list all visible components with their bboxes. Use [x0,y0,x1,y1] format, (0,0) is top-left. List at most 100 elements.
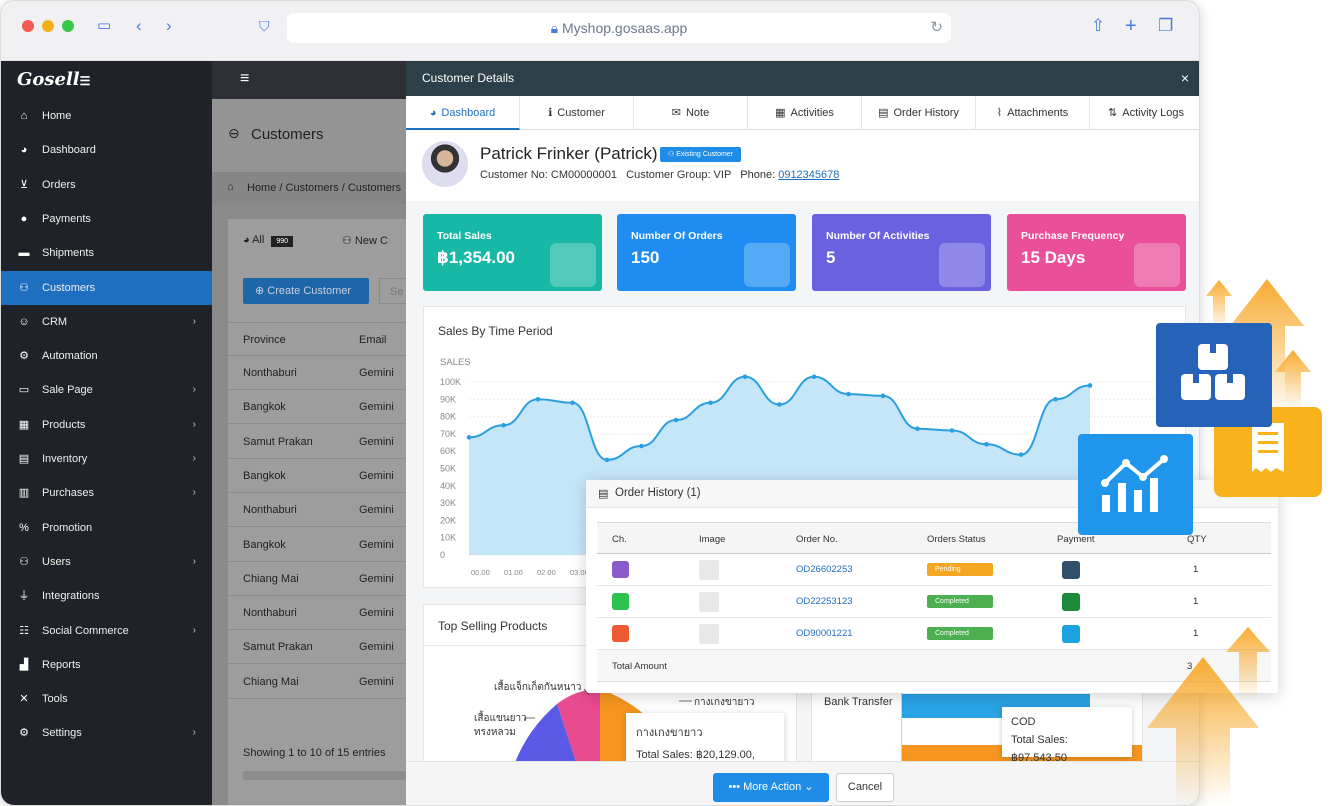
data-point[interactable] [570,400,575,406]
table-row[interactable]: Samut Prakan Gemini [228,630,406,665]
reload-icon[interactable]: ↻ [930,19,943,36]
tabs-overview-icon[interactable]: ❐ [1158,16,1174,35]
table-row[interactable]: Nonthaburi Gemini [228,493,406,528]
close-window-dot[interactable] [22,20,34,32]
order-row[interactable]: OD26602253 Pending 1 [597,554,1271,586]
data-point[interactable] [742,374,748,380]
table-row[interactable]: Chiang Mai Gemini [228,665,406,699]
data-point[interactable] [466,435,472,440]
order-column-header[interactable]: QTY [1187,534,1207,545]
search-input[interactable]: Se [379,278,409,304]
sidebar-item-shipments[interactable]: ▬ Shipments [1,236,212,270]
sidebar-item-crm[interactable]: ☺ CRM › [1,305,212,339]
order-number-link[interactable]: OD22253123 [796,596,853,607]
sidebar-item-promotion[interactable]: % Promotion [1,511,212,545]
tab-order-history[interactable]: ▤ Order History [862,96,976,130]
filter-all-tab[interactable]: ◕ All 990 [243,234,294,247]
stat-card-purchase-frequency[interactable]: Purchase Frequency 15 Days [1007,214,1186,291]
order-row[interactable]: OD22253123 Completed 1 [597,586,1271,618]
create-customer-button[interactable]: ⊕ Create Customer [243,278,369,304]
order-number-link[interactable]: OD90001221 [796,628,853,639]
data-point[interactable] [811,374,817,380]
cancel-button[interactable]: Cancel [836,773,894,802]
table-row[interactable]: Bangkok Gemini [228,528,406,562]
sidebar-item-orders[interactable]: ⊻ Orders [1,168,212,202]
data-point[interactable] [708,400,713,406]
tab-attachments[interactable]: ⌇ Attachments [976,96,1090,130]
hamburger-icon[interactable]: ≡ [240,70,250,87]
sidebar-item-tools[interactable]: ✕ Tools [1,682,212,716]
order-column-header[interactable]: Ch. [612,534,627,545]
data-point[interactable] [1087,383,1093,388]
sidebar-item-inventory[interactable]: ▤ Inventory › [1,442,212,476]
tab-customer[interactable]: ℹ Customer [520,96,634,130]
order-number-link[interactable]: OD26602253 [796,564,853,575]
sidebar-item-social-commerce[interactable]: ☷ Social Commerce › [1,614,212,648]
more-action-button[interactable]: ••• More Action ⌄ [713,773,829,802]
order-column-header[interactable]: Payment [1057,534,1095,545]
data-point[interactable] [1018,452,1024,457]
column-email[interactable]: Email [359,334,387,346]
order-column-header[interactable]: Order No. [796,534,838,545]
data-point[interactable] [777,402,782,407]
table-row[interactable]: Bangkok Gemini [228,459,406,493]
back-arrow-icon[interactable]: ⊖ [228,125,240,141]
data-point[interactable] [984,441,989,447]
forward-icon[interactable]: › [166,16,172,35]
home-icon[interactable]: ⌂ [227,181,234,193]
order-column-header[interactable]: Image [699,534,726,545]
tab-dashboard[interactable]: ◕ Dashboard [406,96,520,130]
stat-card-total-sales[interactable]: Total Sales ฿1,354.00 [423,214,602,291]
data-point[interactable] [1053,397,1058,402]
sidebar-item-home[interactable]: ⌂ Home [1,99,212,133]
filter-new-tab[interactable]: ⚇ New C [342,235,388,247]
stat-card-number-of-activities[interactable]: Number Of Activities 5 [812,214,991,291]
gosell-logo[interactable]: Gosell☰ [17,69,91,90]
data-point[interactable] [846,391,851,397]
sidebar-item-integrations[interactable]: ⏚ Integrations [1,579,212,613]
sidebar-item-customers[interactable]: ⚇ Customers [1,270,212,305]
table-row[interactable]: Chiang Mai Gemini [228,562,406,596]
phone-link[interactable]: 0912345678 [778,169,840,181]
data-point[interactable] [535,397,541,402]
column-province[interactable]: Province [243,334,286,346]
address-bar[interactable]: 🔒︎ Myshop.gosaas.app ↻ [287,13,951,43]
data-point[interactable] [915,426,920,432]
table-row[interactable]: Samut Prakan Gemini [228,425,406,459]
sidebar-item-payments[interactable]: ● Payments [1,202,212,236]
table-row[interactable]: Nonthaburi Gemini [228,596,406,631]
data-point[interactable] [949,428,955,433]
shield-icon[interactable]: ⛉ [259,18,270,34]
tab-note[interactable]: ✉ Note [634,96,748,130]
data-point[interactable] [639,443,644,449]
sidebar-item-automation[interactable]: ⚙ Automation [1,339,212,373]
order-column-header[interactable]: Orders Status [927,534,986,545]
tab-activity-logs[interactable]: ⇅ Activity Logs [1090,96,1199,130]
stat-card-number-of-orders[interactable]: Number Of Orders 150 [617,214,796,291]
data-point[interactable] [673,417,679,423]
tab-activities[interactable]: ▦ Activities [748,96,862,130]
maximize-window-dot[interactable] [62,20,74,32]
table-row[interactable]: Bangkok Gemini [228,390,406,425]
sidebar-item-sale-page[interactable]: ▭ Sale Page › [1,373,212,407]
sidebar-item-users[interactable]: ⚇ Users › [1,545,212,579]
sidebar-item-purchases[interactable]: ▥ Purchases › [1,476,212,510]
cell-province: Chiang Mai [243,675,299,688]
sidebar-item-dashboard[interactable]: ◕ Dashboard [1,133,212,167]
share-icon[interactable]: ⇧ [1091,16,1106,35]
sidebar-toggle-icon[interactable]: ▭ [97,17,112,34]
table-row[interactable]: Nonthaburi Gemini [228,356,406,390]
order-row[interactable]: OD90001221 Completed 1 [597,618,1271,650]
y-tick-label: 90K [440,394,456,404]
back-icon[interactable]: ‹ [136,16,142,35]
minimize-window-dot[interactable] [42,20,54,32]
data-point[interactable] [604,457,610,463]
sidebar-item-reports[interactable]: ▟ Reports [1,648,212,682]
sidebar-item-settings[interactable]: ⚙ Settings › [1,716,212,750]
data-point[interactable] [880,393,886,399]
data-point[interactable] [501,422,506,428]
close-panel-icon[interactable]: × [1180,70,1189,86]
new-tab-icon[interactable]: + [1125,15,1137,37]
horizontal-scrollbar[interactable] [243,771,406,780]
sidebar-item-products[interactable]: ▦ Products › [1,408,212,442]
